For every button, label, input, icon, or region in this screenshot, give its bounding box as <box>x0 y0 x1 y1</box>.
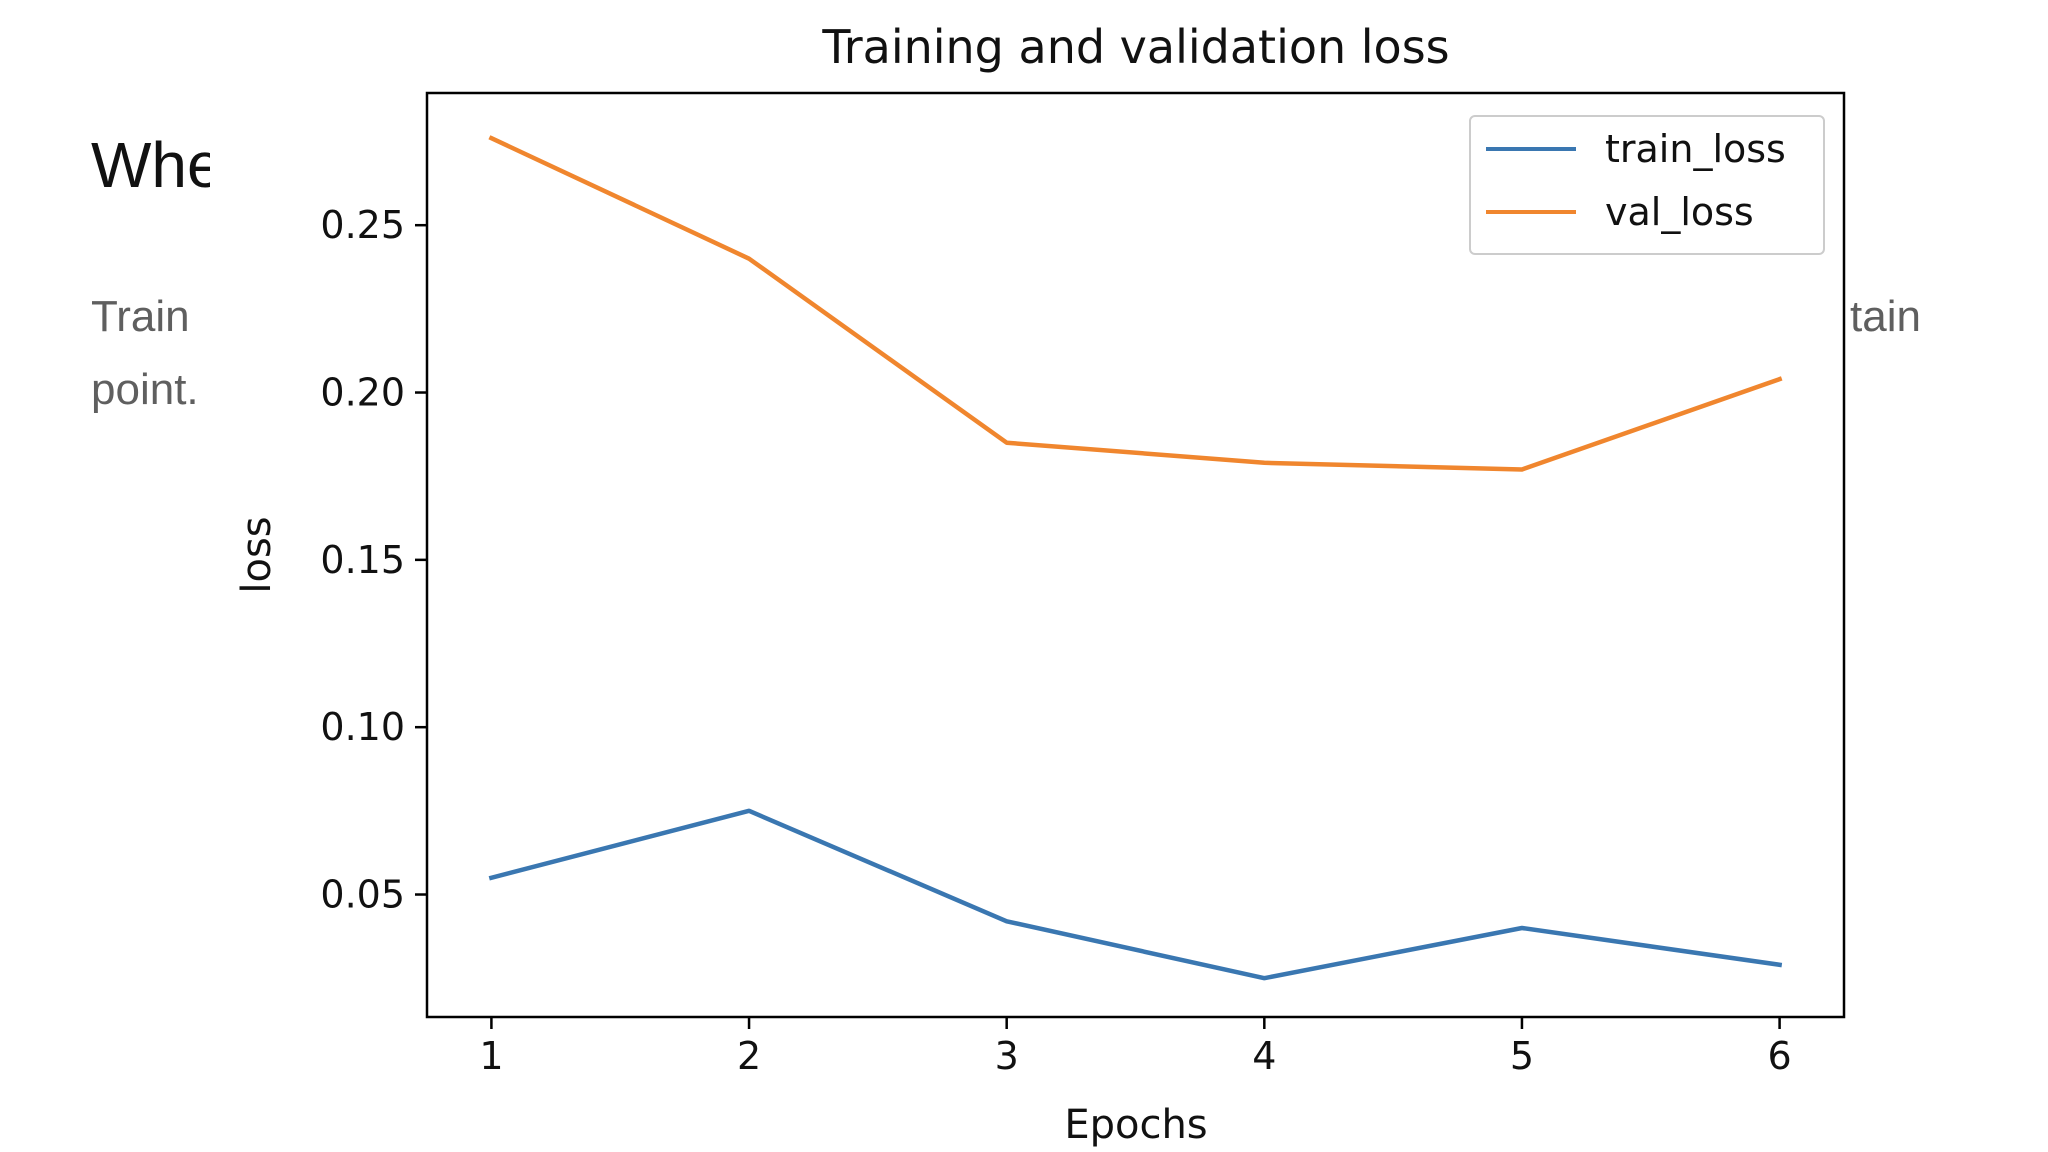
background-paragraph-line1-fragment: Train <box>91 292 190 341</box>
y-tick-label: 0.05 <box>320 873 405 917</box>
legend-label-train-loss: train_loss <box>1605 127 1786 171</box>
background-heading-fragment: Whe <box>91 129 223 201</box>
background-paragraph-right-fragment: tain <box>1850 292 1921 341</box>
y-tick-label: 0.20 <box>320 371 405 415</box>
plot-frame <box>425 91 1846 1019</box>
x-tick-label: 6 <box>1767 1034 1791 1078</box>
legend: train_loss val_loss <box>1469 115 1825 255</box>
plot-layer: 1 2 3 4 5 6 0.05 0.10 0.15 0.20 0.25 <box>320 135 1792 1078</box>
y-tick-label: 0.25 <box>320 203 405 247</box>
x-tick-label: 4 <box>1252 1034 1276 1078</box>
chart-title: Training and validation loss <box>821 20 1449 74</box>
x-axis-label: Epochs <box>1064 1102 1207 1148</box>
x-tick-label: 2 <box>737 1034 761 1078</box>
x-tick-label: 5 <box>1510 1034 1534 1078</box>
series-line-val-loss <box>488 135 1783 472</box>
series-line-train-loss <box>488 808 1783 981</box>
x-tick-label: 3 <box>995 1034 1019 1078</box>
x-tick-label: 1 <box>479 1034 503 1078</box>
loss-chart-figure: Training and validation loss 1 2 3 4 5 6 0.05 0… <box>210 0 1850 1152</box>
y-tick-label: 0.15 <box>320 538 405 582</box>
y-tick-label: 0.10 <box>320 705 405 749</box>
y-axis-label: loss <box>234 516 280 593</box>
loss-chart: Training and validation loss 1 2 3 4 5 6 0.05 0… <box>234 20 1846 1148</box>
legend-label-val-loss: val_loss <box>1605 190 1754 234</box>
background-paragraph-line2-fragment: point. <box>91 365 199 414</box>
